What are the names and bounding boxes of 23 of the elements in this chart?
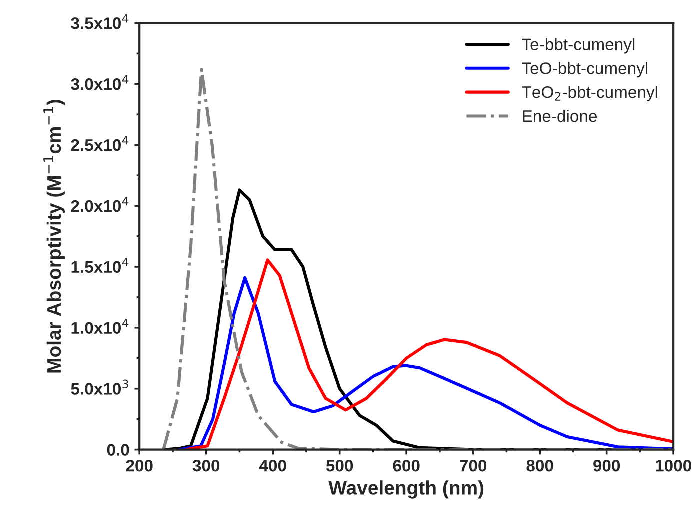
x-tick-label: 700 [460,460,487,472]
y-tick-label: 3.5x10$^{4}$ [71,14,129,30]
y-tick-label: 5.0x10$^{3}$ [71,380,128,395]
x-tick-label: 1000 [656,460,692,472]
x-tick-label: 200 [126,460,153,472]
legend-label: TeO$_{2}$-bbt-cumenyl [522,86,658,102]
x-tick-label: 300 [192,460,220,472]
legend-label: TeO-bbt-cumenyl [522,62,648,78]
x-tick-label: 800 [526,460,554,472]
x-tick-label: 600 [393,460,420,472]
y-tick-label: 1.0x10$^{4}$ [72,318,129,334]
legend-label: Ene-dione [523,110,597,122]
x-tick-label: 500 [326,460,354,472]
y-tick-label: 3.0x10$^{4}$ [71,75,129,90]
y-tick-label: 1.5x10$^{4}$ [72,258,129,274]
legend-label: Te-bbt-cumenyl [522,38,635,54]
y-tick-label: 0.0 [107,444,130,456]
x-tick-label: 400 [259,460,286,472]
x-tick-label: 900 [594,460,620,472]
y-tick-label: 2.0x10$^{4}$ [71,197,129,212]
x-axis-title: Wavelength (nm) [328,480,484,499]
y-axis-title: Molar Absorptivity (M$^{−1}$cm$^{−1}$) [44,100,65,373]
y-tick-label: 2.5x10$^{4}$ [71,136,129,152]
